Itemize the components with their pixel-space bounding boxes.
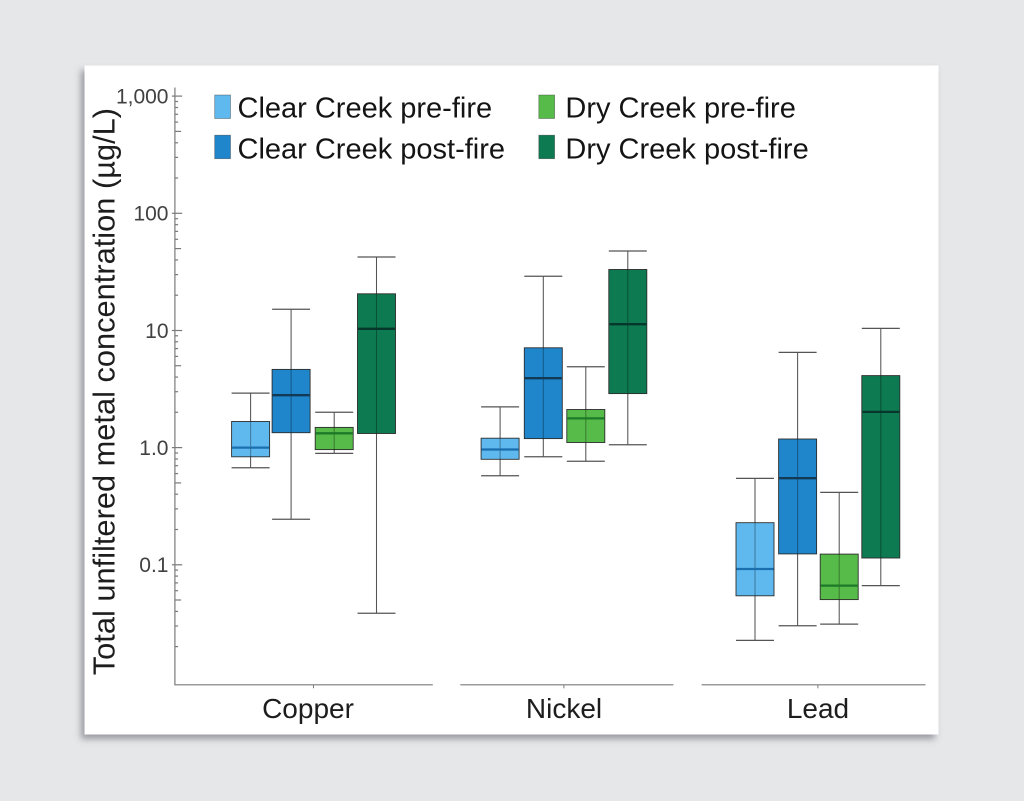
- svg-text:Lead: Lead: [787, 693, 849, 724]
- svg-text:Total unfiltered metal concent: Total unfiltered metal concentration (µg…: [87, 108, 122, 675]
- svg-text:Nickel: Nickel: [526, 693, 602, 724]
- svg-text:Clear Creek pre-fire: Clear Creek pre-fire: [238, 93, 493, 125]
- svg-text:0.1: 0.1: [139, 554, 168, 577]
- svg-text:10: 10: [145, 320, 168, 343]
- svg-text:100: 100: [133, 203, 168, 226]
- svg-text:Copper: Copper: [262, 693, 354, 724]
- svg-text:Dry Creek post-fire: Dry Creek post-fire: [565, 133, 808, 165]
- svg-text:1,000: 1,000: [116, 85, 169, 108]
- svg-text:Clear Creek post-fire: Clear Creek post-fire: [238, 133, 506, 165]
- svg-text:1.0: 1.0: [139, 437, 168, 460]
- svg-text:Dry Creek pre-fire: Dry Creek pre-fire: [565, 93, 795, 125]
